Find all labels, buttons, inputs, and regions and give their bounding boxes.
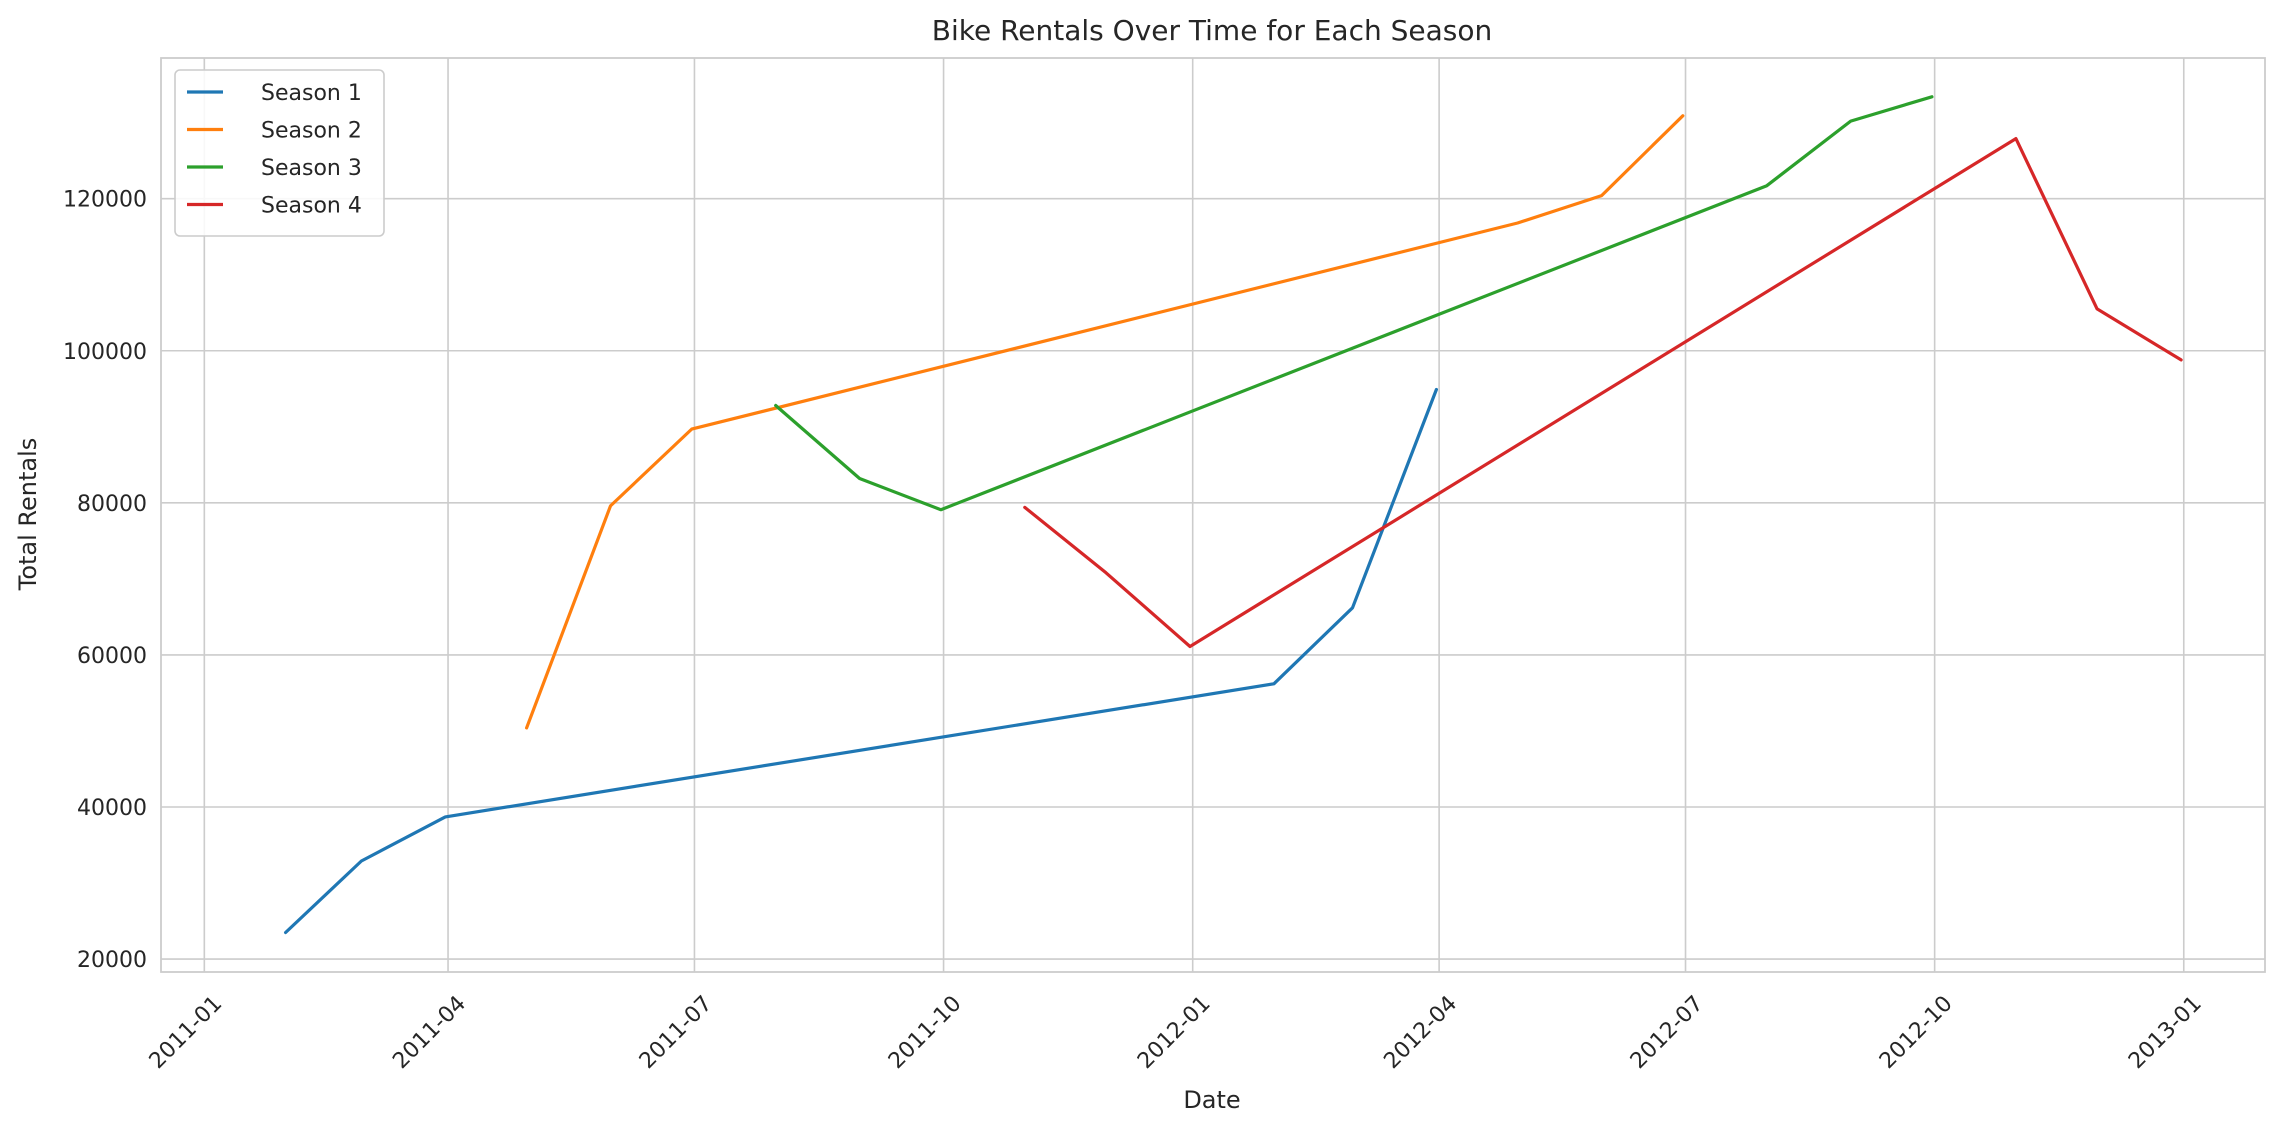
legend-box <box>174 69 385 237</box>
x-tick-label: 2012-07 <box>1626 991 1709 1074</box>
legend: Season 1 Season 2 Season 3 Season 4 <box>174 69 385 237</box>
x-tick-label: 2013-01 <box>2124 991 2207 1074</box>
x-tick-label: 2011-10 <box>884 991 967 1074</box>
y-tick-label: 20000 <box>77 948 147 973</box>
series-line-season-1 <box>284 387 1438 935</box>
y-tick-label: 120000 <box>63 188 147 213</box>
legend-label: Season 4 <box>261 194 362 219</box>
legend-label: Season 2 <box>261 119 362 144</box>
series-line-season-3 <box>774 95 1934 512</box>
x-tick-label: 2011-07 <box>635 991 718 1074</box>
legend-label: Season 3 <box>261 156 362 181</box>
x-tick-label: 2011-01 <box>145 991 228 1074</box>
x-tick-label: 2012-04 <box>1379 991 1462 1074</box>
x-tick-label: 2011-04 <box>388 991 471 1074</box>
y-tick-labels: 20000 40000 60000 80000 100000 120000 <box>63 188 147 973</box>
series-lines <box>284 95 2183 935</box>
series-line-season-2 <box>525 114 1685 730</box>
y-tick-label: 100000 <box>63 340 147 365</box>
x-tick-label: 2012-10 <box>1875 991 1958 1074</box>
x-axis-label: Date <box>1183 1086 1240 1114</box>
y-axis-label: Total Rentals <box>14 438 42 592</box>
grid-layer <box>161 58 2265 972</box>
series-line-season-4 <box>1023 137 2183 649</box>
chart-title: Bike Rentals Over Time for Each Season <box>932 14 1493 47</box>
y-tick-label: 40000 <box>77 796 147 821</box>
legend-label: Season 1 <box>261 81 362 106</box>
plot-frame <box>160 57 2266 973</box>
y-tick-label: 60000 <box>77 644 147 669</box>
y-tick-label: 80000 <box>77 492 147 517</box>
x-tick-labels: 2011-01 2011-04 2011-07 2011-10 2012-01 2012-… <box>145 991 2207 1074</box>
x-tick-label: 2012-01 <box>1133 991 1216 1074</box>
